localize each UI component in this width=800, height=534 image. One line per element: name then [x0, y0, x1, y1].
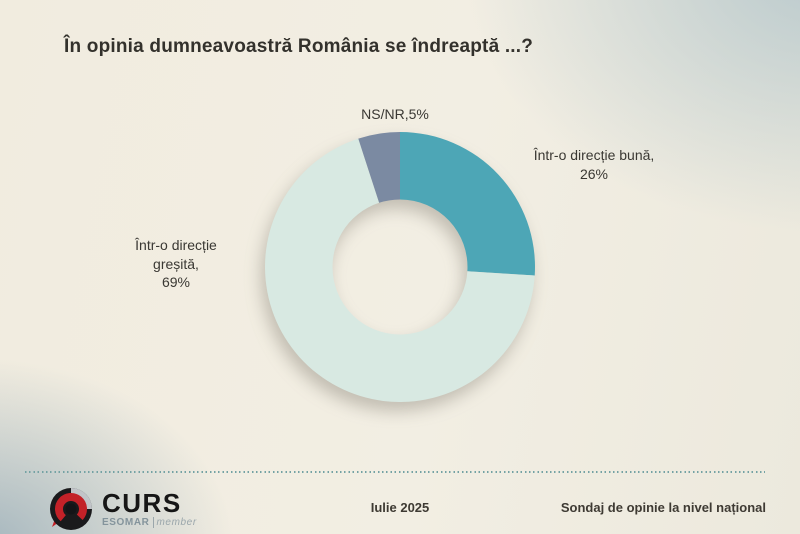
slice-NS/NR: [358, 132, 400, 203]
curs-logo-subtitle: ESOMAR member: [102, 517, 197, 528]
member-text: member: [152, 517, 197, 528]
label-directie-gresita-line2: greșită,: [153, 255, 199, 272]
label-directie-buna: Într-o direcție bună, 26%: [504, 146, 684, 183]
footer-note: Sondaj de opinie la nivel național: [560, 500, 766, 515]
donut-chart: [264, 132, 535, 403]
donut-svg: [264, 132, 535, 403]
label-ns-nr: NS/NR,5%: [315, 105, 475, 124]
curs-logo: CURS ESOMAR member: [48, 486, 197, 532]
curs-logo-text: CURS ESOMAR member: [102, 490, 197, 528]
label-directie-gresita-value: 69%: [161, 274, 191, 290]
dotted-divider: [25, 471, 765, 473]
slice-Într-o direcție bună: [400, 132, 535, 276]
slice-Într-o direcție greșită: [264, 138, 535, 403]
chart-title: În opinia dumneavoastră România se îndre…: [64, 36, 534, 57]
curs-logo-icon: [50, 488, 92, 530]
label-directie-buna-line1: Într-o direcție bună,: [533, 147, 655, 163]
label-directie-gresita: Într-o direcție greșită, 69%: [86, 236, 266, 292]
footer-date: Iulie 2025: [370, 500, 430, 515]
curs-logo-name: CURS: [102, 488, 182, 518]
label-ns-nr-text: NS/NR,5%: [361, 106, 429, 122]
label-directie-gresita-line1: Într-o direcție: [135, 237, 217, 253]
label-directie-buna-value: 26%: [579, 165, 609, 182]
esomar-text: ESOMAR: [102, 517, 150, 528]
